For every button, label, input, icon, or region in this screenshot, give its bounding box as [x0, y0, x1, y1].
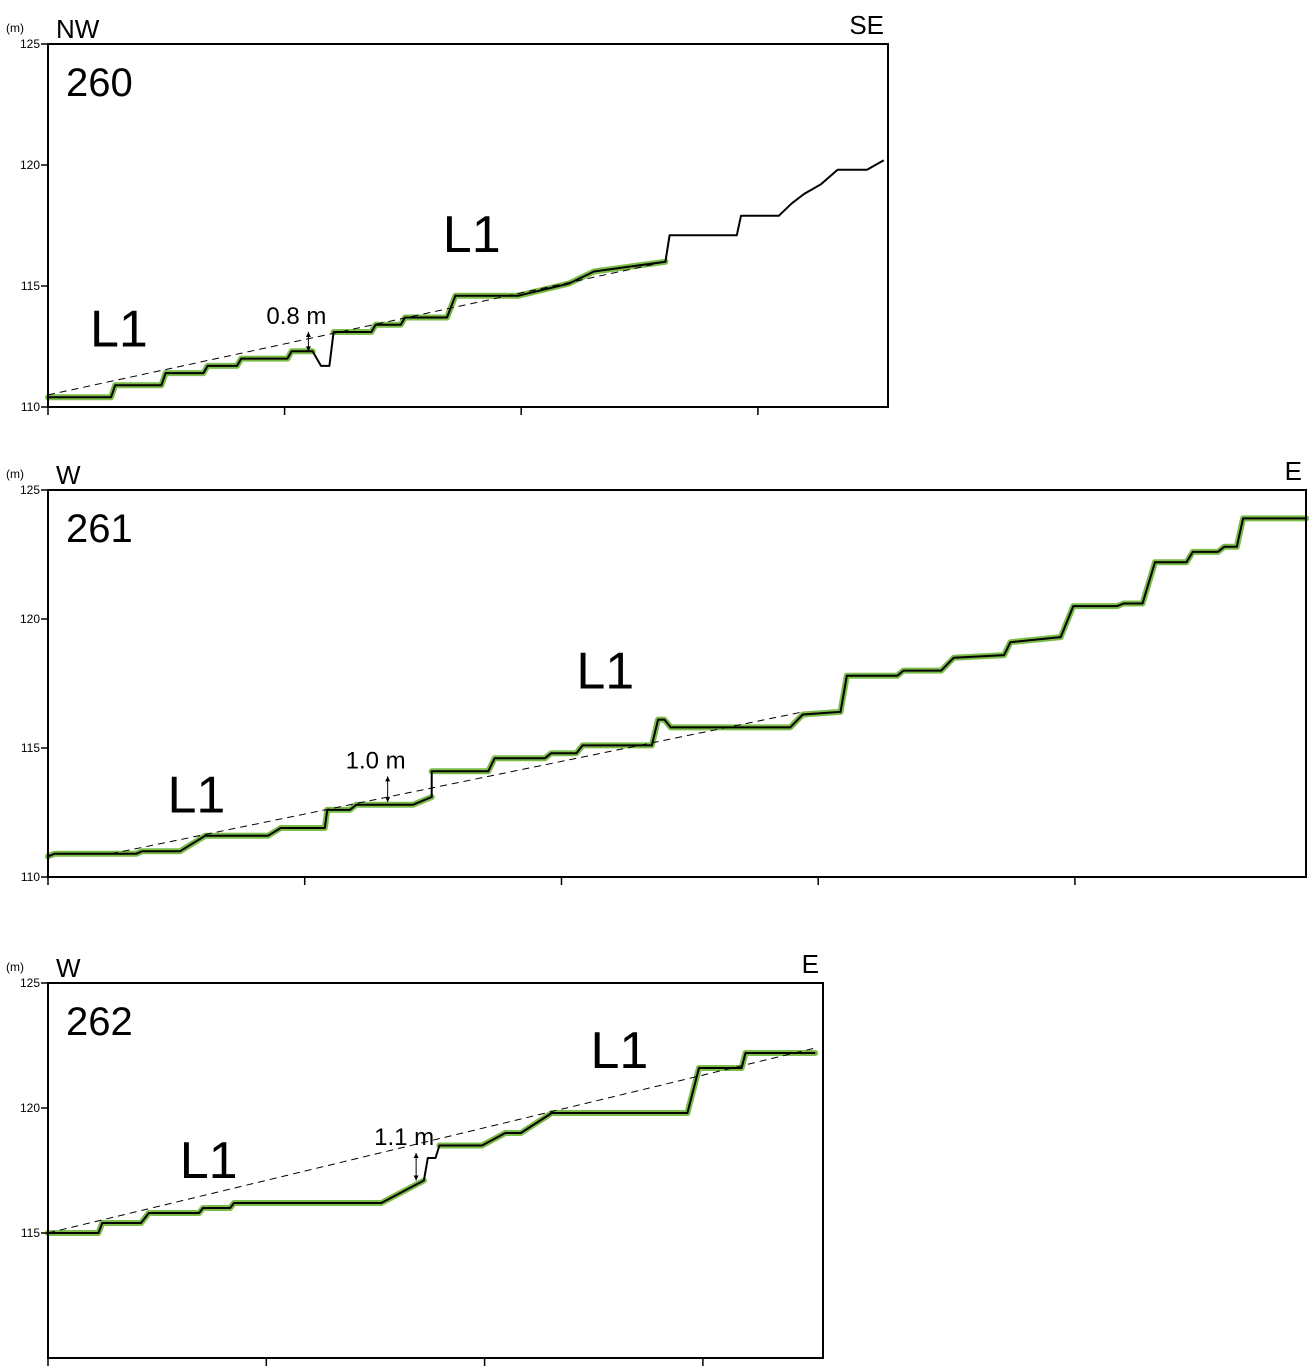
- terrace-label: L1: [180, 1132, 238, 1190]
- y-tick-label: 110: [21, 400, 40, 414]
- y-tick-label: 120: [20, 158, 40, 172]
- profile-panel-260: (m) NW SE 260 L1 L1 0.8 m 110 115 120 12…: [6, 10, 889, 415]
- axis-ticks: [41, 489, 1076, 885]
- terrace-label: L1: [576, 643, 634, 701]
- y-unit-label: (m): [6, 960, 24, 974]
- terrace-label: L1: [90, 301, 148, 359]
- direction-right-label: SE: [849, 10, 884, 40]
- y-tick-label: 125: [20, 483, 40, 497]
- direction-right-label: E: [1285, 456, 1302, 486]
- axis-ticks: [41, 43, 759, 415]
- offset-arrowhead-down: [305, 346, 311, 352]
- profile-id-label: 262: [66, 1000, 133, 1044]
- direction-left-label: NW: [56, 14, 100, 44]
- direction-left-label: W: [56, 460, 81, 490]
- y-tick-label: 115: [21, 1226, 40, 1240]
- y-tick-label: 120: [20, 1101, 40, 1115]
- plot-layer: [45, 515, 1309, 860]
- offset-arrowhead-up: [385, 776, 391, 782]
- offset-label: 0.8 m: [266, 303, 326, 330]
- offset-arrowhead-down: [413, 1175, 419, 1181]
- profile-id-label: 261: [66, 507, 133, 551]
- offset-arrowhead-up: [305, 331, 311, 337]
- terrace-label: L1: [591, 1022, 649, 1080]
- terrace-label: L1: [168, 767, 226, 825]
- y-tick-label: 115: [21, 279, 40, 293]
- direction-right-label: E: [802, 949, 819, 979]
- terrace-highlight: [45, 794, 435, 860]
- plot-layer: [45, 159, 885, 401]
- profile-id-label: 260: [66, 61, 133, 105]
- y-tick-label: 125: [20, 37, 40, 51]
- direction-left-label: W: [56, 953, 81, 983]
- terrace-label: L1: [443, 206, 501, 264]
- offset-label: 1.0 m: [346, 747, 406, 774]
- terrace-fit-line: [110, 711, 803, 855]
- plot-frame: [47, 43, 889, 408]
- topographic-profile-line: [48, 159, 885, 399]
- terrace-fit-line: [47, 261, 666, 396]
- topographic-profile-line: [47, 517, 1306, 858]
- y-unit-label: (m): [6, 467, 24, 481]
- offset-label: 1.1 m: [374, 1124, 434, 1151]
- offset-arrowhead-down: [385, 797, 391, 803]
- offset-arrowhead-up: [413, 1153, 419, 1158]
- y-tick-label: 115: [21, 741, 40, 755]
- topographic-profile-line: [48, 1052, 816, 1234]
- y-tick-label: 125: [20, 976, 40, 990]
- plot-layer: [45, 1047, 819, 1236]
- axis-ticks: [41, 982, 704, 1366]
- profile-panel-262: (m) W E 262 L1 L1 1.1 m 115 120 125: [6, 949, 824, 1366]
- terrace-highlight: [428, 515, 1309, 775]
- y-tick-label: 110: [21, 870, 40, 884]
- profile-panel-261: (m) W E 261 L1 L1 1.0 m 110 115 120 125: [6, 456, 1309, 885]
- plot-frame: [47, 489, 1307, 878]
- y-tick-label: 120: [20, 612, 40, 626]
- plot-frame: [47, 982, 824, 1359]
- y-unit-label: (m): [6, 21, 24, 35]
